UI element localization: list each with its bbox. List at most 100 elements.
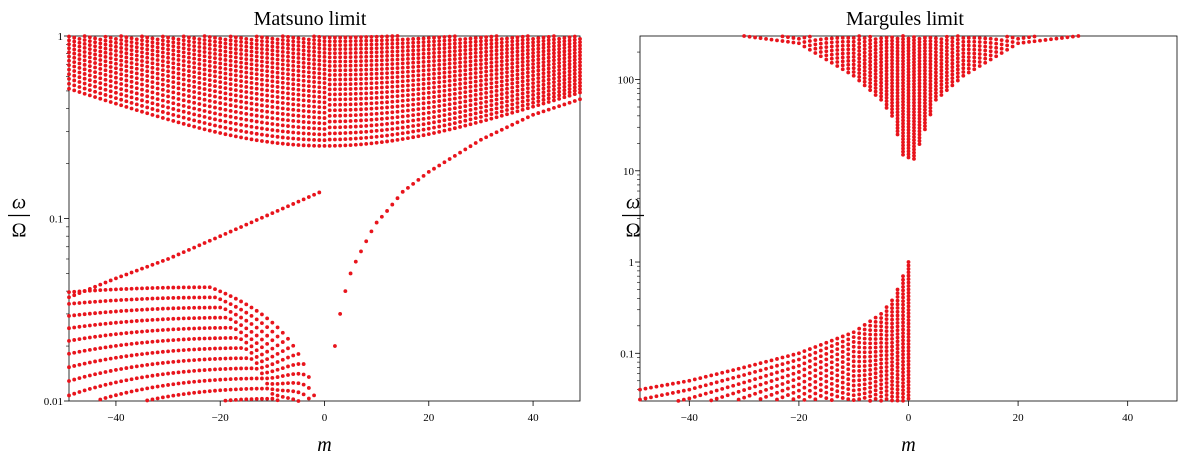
gravity-wave-point: [395, 115, 400, 120]
gravity-wave-point: [437, 109, 442, 113]
gravity-wave-point: [140, 98, 144, 103]
rossby-wave-point: [818, 354, 823, 359]
gravity-wave-point: [343, 77, 348, 82]
gravity-wave-point: [857, 41, 862, 46]
gravity-wave-point: [176, 97, 181, 101]
gravity-wave-point: [270, 94, 275, 99]
gravity-wave-point: [515, 35, 520, 40]
mixed-wave-point: [364, 239, 369, 244]
rossby-wave-point: [906, 311, 911, 316]
rossby-wave-point: [218, 297, 223, 302]
rossby-wave-point: [270, 369, 275, 374]
gravity-wave-point: [207, 104, 212, 109]
gravity-wave-point: [213, 84, 217, 89]
gravity-wave-point: [473, 75, 478, 80]
gravity-wave-point: [270, 70, 275, 74]
gravity-wave-point: [306, 37, 311, 42]
gravity-wave-point: [541, 45, 546, 50]
gravity-wave-point: [426, 43, 431, 48]
gravity-wave-point: [218, 90, 223, 95]
rossby-wave-point: [862, 350, 867, 355]
rossby-wave-point: [818, 377, 823, 381]
gravity-wave-point: [505, 70, 509, 75]
gravity-wave-point: [851, 66, 856, 71]
rossby-wave-point: [270, 382, 275, 386]
rossby-wave-point: [829, 392, 834, 397]
rossby-wave-point: [851, 359, 856, 364]
x-tick-label: 20: [1013, 412, 1025, 424]
gravity-wave-point: [369, 54, 374, 59]
gravity-wave-point: [939, 86, 944, 90]
gravity-wave-point: [312, 53, 316, 58]
gravity-wave-point: [291, 43, 296, 48]
gravity-wave-point: [353, 55, 358, 59]
gravity-wave-point: [468, 51, 473, 56]
gravity-wave-point: [977, 36, 982, 40]
rossby-wave-point: [150, 296, 155, 301]
gravity-wave-point: [301, 74, 306, 79]
gravity-wave-point: [536, 39, 541, 44]
gravity-wave-point: [578, 56, 582, 61]
gravity-wave-point: [400, 93, 405, 98]
x-tick-label: 0: [906, 412, 912, 424]
kelvin-wave-point: [166, 257, 170, 261]
gravity-wave-point: [447, 88, 452, 92]
rossby-wave-point: [103, 396, 108, 400]
gravity-wave-point: [447, 102, 452, 107]
rossby-wave-point: [890, 356, 894, 361]
gravity-wave-point: [108, 60, 113, 65]
mixed-wave-point: [369, 229, 374, 234]
rossby-wave-point: [807, 370, 812, 375]
gravity-wave-point: [171, 52, 176, 57]
gravity-wave-point: [77, 61, 82, 66]
rossby-wave-point: [171, 371, 176, 375]
gravity-wave-point: [260, 87, 264, 92]
rossby-wave-point: [286, 346, 290, 351]
gravity-wave-point: [359, 124, 363, 129]
rossby-wave-point: [103, 287, 108, 292]
rossby-wave-point: [239, 397, 243, 402]
gravity-wave-point: [187, 60, 191, 64]
gravity-wave-point: [129, 84, 134, 89]
gravity-wave-point: [868, 38, 873, 43]
gravity-wave-point: [901, 105, 905, 110]
gravity-wave-point: [411, 69, 416, 74]
gravity-wave-point: [213, 117, 217, 122]
gravity-wave-point: [862, 47, 867, 51]
gravity-wave-point: [275, 45, 280, 50]
gravity-wave-point: [966, 70, 971, 75]
gravity-wave-point: [917, 129, 922, 134]
gravity-wave-point: [291, 55, 296, 60]
gravity-wave-point: [536, 99, 541, 104]
gravity-wave-point: [176, 62, 181, 67]
gravity-wave-point: [447, 83, 452, 88]
rossby-wave-point: [145, 296, 150, 301]
rossby-wave-point: [884, 329, 889, 334]
gravity-wave-point: [244, 61, 249, 66]
gravity-wave-point: [895, 81, 900, 86]
kelvin-wave-point: [119, 274, 124, 279]
gravity-wave-point: [939, 82, 944, 87]
gravity-wave-point: [338, 77, 343, 82]
gravity-wave-point: [515, 72, 520, 77]
gravity-wave-point: [150, 101, 155, 106]
gravity-wave-point: [369, 86, 374, 91]
rossby-wave-point: [829, 381, 834, 386]
gravity-wave-point: [857, 34, 862, 38]
rossby-wave-point: [879, 345, 883, 349]
gravity-wave-point: [103, 59, 108, 64]
gravity-wave-point: [416, 77, 421, 82]
rossby-wave-point: [890, 360, 894, 364]
gravity-wave-point: [348, 51, 353, 55]
gravity-wave-point: [912, 156, 916, 161]
rossby-wave-point: [67, 301, 71, 306]
gravity-wave-point: [364, 63, 369, 68]
rossby-wave-point: [155, 384, 160, 389]
gravity-wave-point: [108, 100, 113, 104]
gravity-wave-point: [473, 39, 478, 44]
rossby-wave-point: [270, 329, 275, 334]
rossby-wave-point: [901, 388, 905, 392]
rossby-wave-point: [890, 340, 894, 345]
gravity-wave-point: [82, 72, 87, 76]
gravity-wave-point: [385, 45, 389, 50]
